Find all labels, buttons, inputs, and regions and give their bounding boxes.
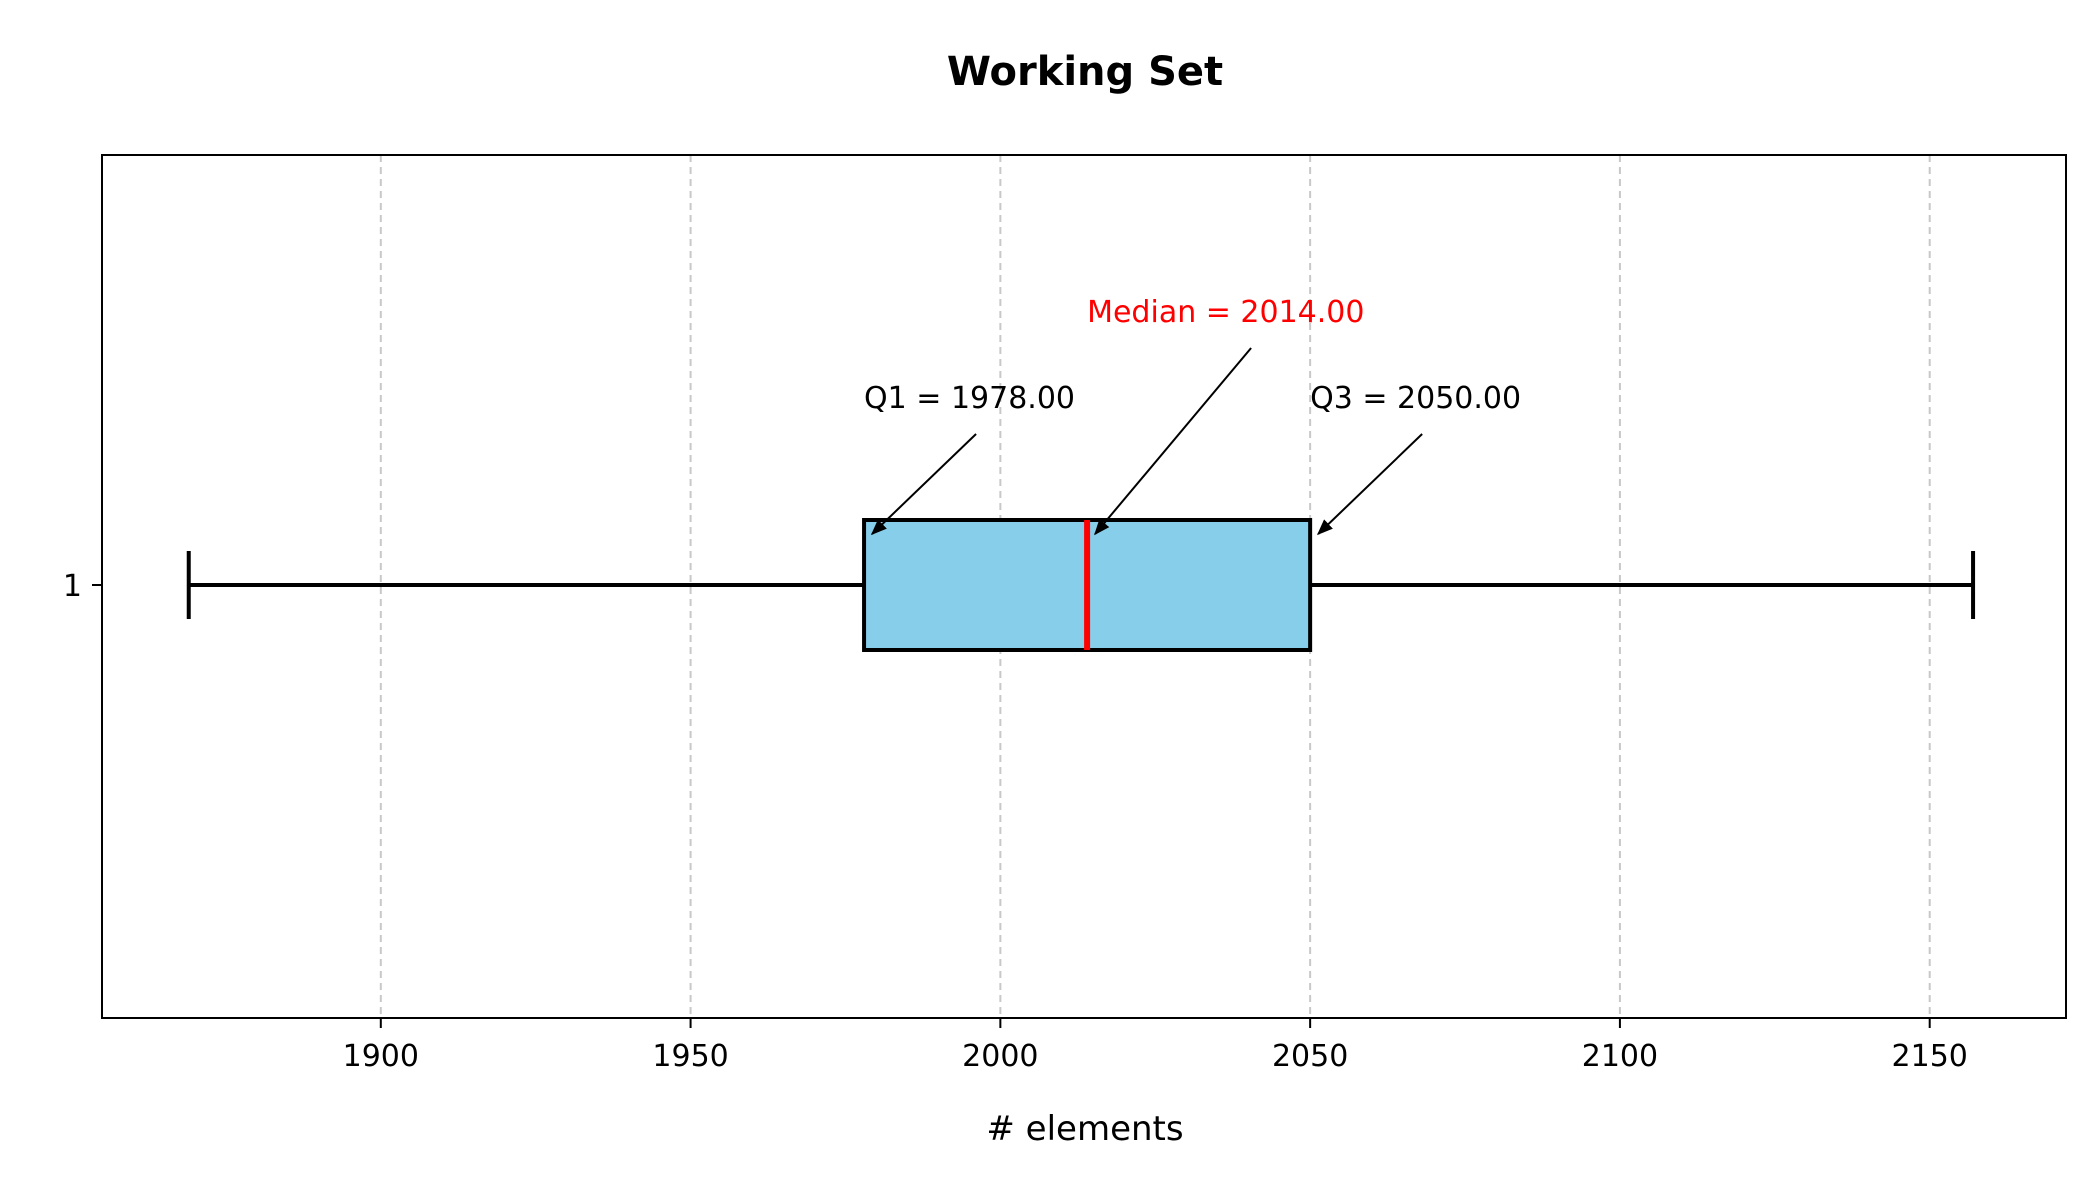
x-tick-label: 2000 — [962, 1039, 1038, 1074]
x-tick-label: 1950 — [652, 1039, 728, 1074]
x-tick-label: 2100 — [1582, 1039, 1658, 1074]
median-annotation: Median = 2014.00 — [1087, 295, 1364, 330]
q3-annotation: Q3 = 2050.00 — [1310, 381, 1521, 416]
x-axis-label: # elements — [986, 1109, 1183, 1149]
y-axis: 1 — [63, 569, 102, 604]
q1-annotation: Q1 = 1978.00 — [864, 381, 1075, 416]
x-tick-label: 2050 — [1272, 1039, 1348, 1074]
box-group — [186, 518, 1976, 652]
x-tick-label: 2150 — [1892, 1039, 1968, 1074]
q3-arrow — [1316, 433, 1423, 536]
x-axis: 1900 1950 2000 2050 2100 2150 — [343, 1018, 1968, 1074]
median-arrow — [1094, 347, 1252, 536]
y-tick-label: 1 — [63, 569, 82, 604]
annotations: Q1 = 1978.00 Median = 2014.00 Q3 = 2050.… — [864, 295, 1521, 536]
chart-title: Working Set — [947, 49, 1223, 95]
q1-arrow — [870, 433, 977, 536]
plot-frame — [101, 154, 2067, 1019]
x-tick-label: 1900 — [343, 1039, 419, 1074]
